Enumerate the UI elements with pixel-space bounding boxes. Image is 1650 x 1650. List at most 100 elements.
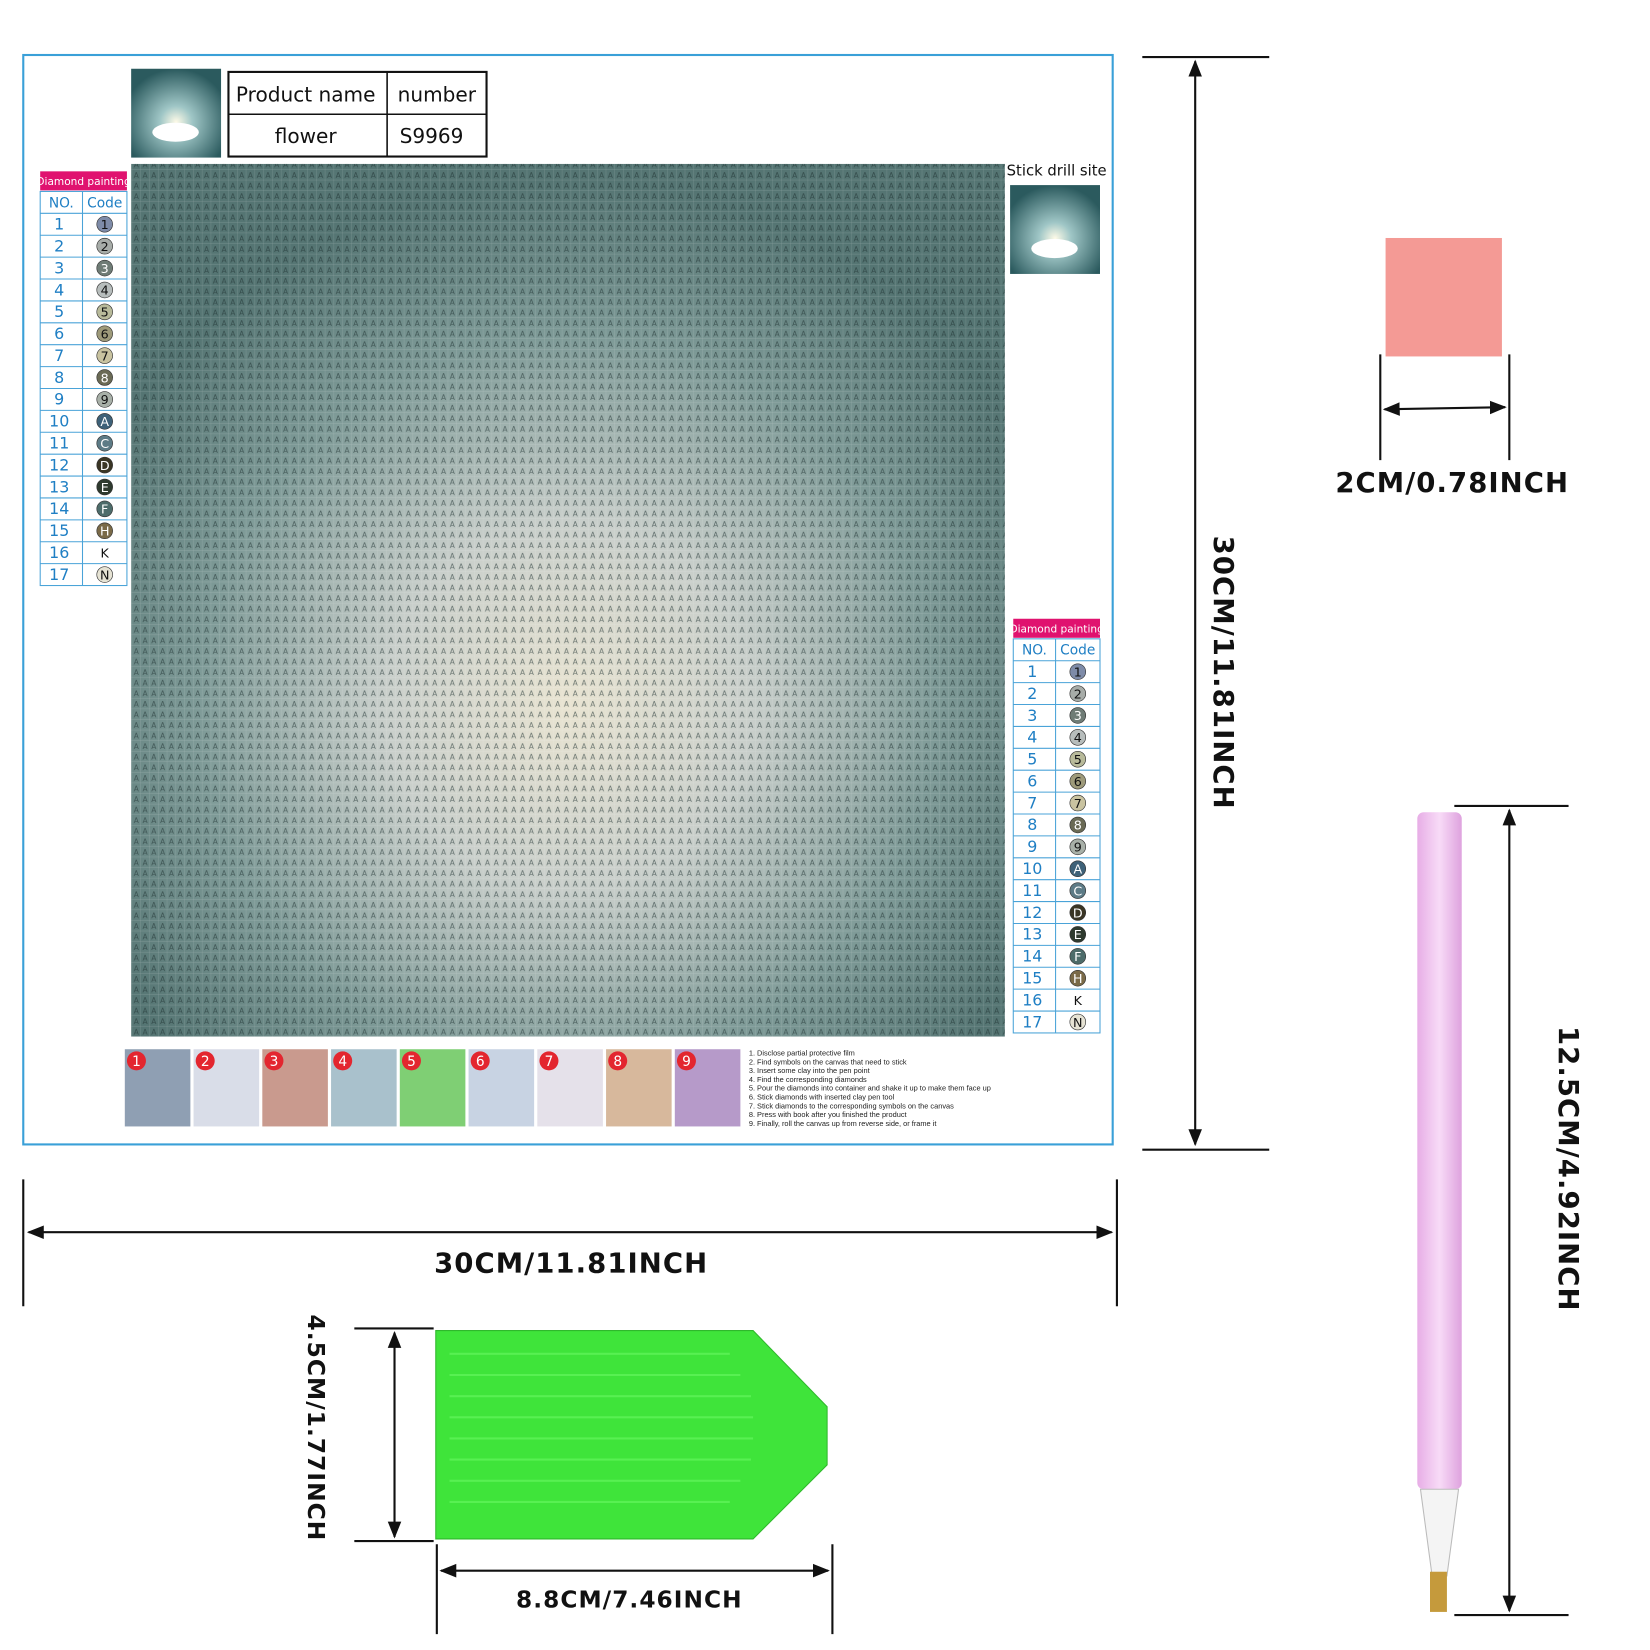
dimension-canvas: 30CM/11.81INCH 30CM/11.81INCH [22,56,1270,1307]
legend-number: 11 [1022,881,1042,900]
code-bead [1069,794,1087,812]
legend-code: 6 [101,327,109,342]
legend-number: 16 [1022,990,1042,1009]
step-number: 9 [682,1054,691,1070]
legend-number: 1 [54,215,64,234]
preview-label: Stick drill site [1007,163,1107,180]
legend-number: 7 [54,346,64,365]
step-number: 5 [407,1054,416,1070]
step-badge [195,1051,215,1071]
step-number: 8 [613,1054,622,1070]
thumbnail [131,68,222,158]
code-bead [1069,685,1087,702]
legend-code: C [1073,883,1082,898]
legend-code: 7 [1074,796,1082,811]
instruction: 1. Disclose partial protective film [749,1049,855,1058]
step-number: 1 [132,1054,141,1070]
legend-number: 9 [1027,837,1037,856]
code-bead [1069,882,1087,899]
pad [1385,237,1502,357]
legend-code: H [100,524,110,539]
legend-code: 3 [101,261,109,276]
step-badge [401,1051,421,1071]
tray-shape [435,1330,828,1540]
legend-code: N [1073,1015,1083,1030]
dimension-label: 30CM/11.81INCH [1207,536,1239,810]
canvas-sheet: Product name number flower S9969 Stick d… [22,53,1114,1146]
step-badge [264,1051,284,1071]
code-bead [1069,838,1087,856]
code-bead [1069,751,1087,768]
wax-pad: 2CM/0.78INCH [1335,237,1569,499]
legend-code: K [101,545,110,560]
instruction: 5. Pour the diamonds into container and … [749,1084,991,1093]
legend-number: 13 [1022,925,1042,944]
step-number: 6 [476,1054,485,1070]
legend-code: 4 [101,283,109,298]
legend-title-bg [40,171,127,191]
step-badge [470,1051,490,1071]
code-bead [96,522,113,540]
legend-code: 5 [1074,752,1082,767]
instruction: 3. Insert some clay into the pen point [749,1066,870,1075]
code-bead [96,325,113,343]
legend-number: 1 [1027,662,1037,681]
legend-code: E [1074,927,1082,942]
legend-number: 13 [49,477,69,496]
step-number: 4 [338,1054,347,1070]
dimension-label: 2CM/0.78INCH [1335,467,1569,499]
legend-code: E [101,480,109,495]
code-bead [1069,663,1087,680]
legend-code: 1 [101,217,109,232]
instruction: 9. Finally, roll the canvas up from reve… [749,1119,937,1128]
code-bead [96,281,113,299]
legend-code: N [100,567,110,582]
legend-number: 5 [54,302,64,321]
legend-code: 5 [101,305,109,320]
code-bead [96,303,113,321]
code-bead [1069,1013,1087,1031]
legend-code: 8 [1074,818,1082,833]
table-cell: flower [275,124,338,148]
legend-number: 15 [1022,968,1042,987]
tray: 4.5CM/1.77INCH 8.8CM/7.46INCH [302,1315,834,1635]
legend-number: 9 [54,390,64,409]
legend-code: 9 [101,392,109,407]
step-badge [126,1051,146,1071]
instruction: 8. Press with book after you finished th… [749,1110,907,1119]
step-badge [608,1051,628,1071]
legend-code: 3 [1074,708,1082,723]
code-bead [96,369,113,386]
instruction: 4. Find the corresponding diamonds [749,1075,867,1084]
dimension-label: 30CM/11.81INCH [434,1247,708,1279]
legend-code: 9 [1074,840,1082,855]
legend-header: NO. [1022,643,1047,659]
legend-number: 10 [1022,859,1042,878]
legend-number: 14 [49,499,69,518]
mosaic-grid [131,163,1005,1037]
legend-title: Diamond painting [1009,624,1103,636]
legend-number: 2 [1027,684,1037,703]
code-bead [96,456,113,474]
legend-code: 2 [101,239,109,254]
code-bead [96,237,113,255]
preview-flower [1031,239,1078,259]
code-bead [96,500,113,518]
code-bead [96,566,113,583]
legend-title-bg [1013,618,1100,638]
instruction: 2. Find symbols on the canvas that need … [749,1057,907,1066]
legend-number: 3 [1027,706,1037,725]
code-bead [1069,729,1087,746]
legend-code: D [1073,905,1083,920]
legend-code: A [1073,861,1082,876]
code-bead [1069,926,1087,943]
legend-number: 12 [1022,903,1042,922]
code-bead [96,434,113,452]
legend-number: 4 [54,280,64,299]
legend-code: F [101,502,108,517]
legend-number: 10 [49,412,69,431]
step-badge [676,1051,696,1071]
legend-number: 8 [1027,815,1037,834]
